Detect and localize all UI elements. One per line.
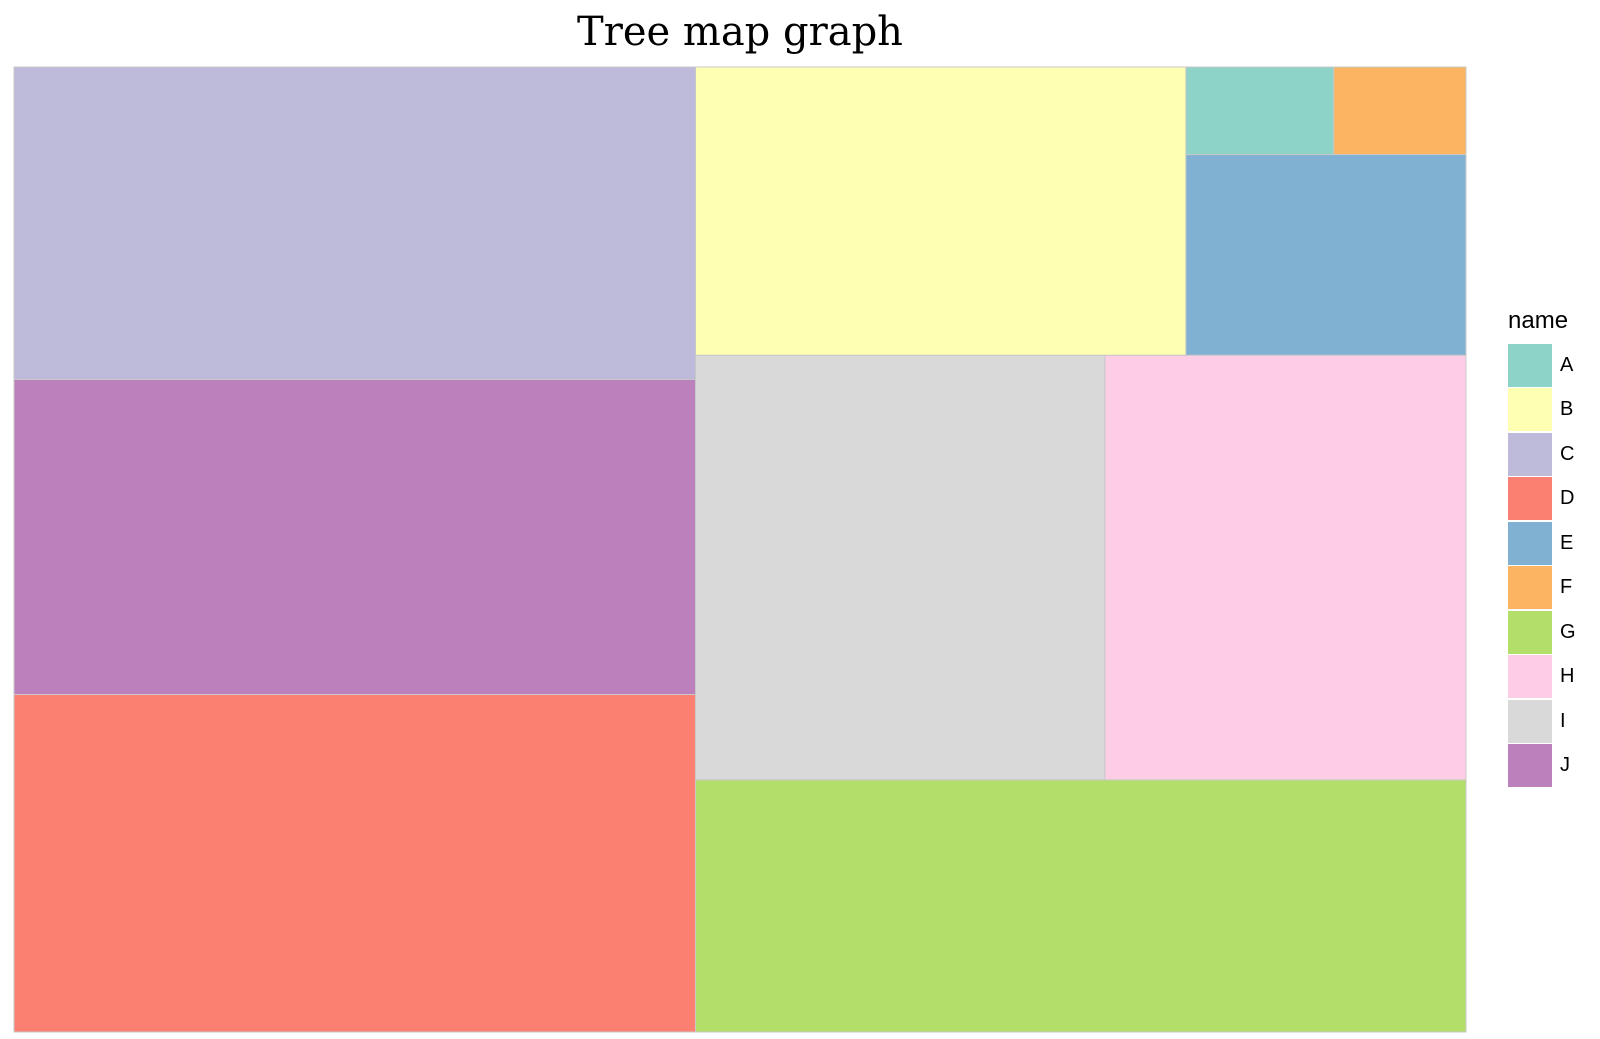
tile-A [1185,66,1335,156]
legend-title: name [1508,307,1569,334]
tile-J [13,379,697,695]
legend-label-E: E [1560,531,1574,554]
legend-label-B: B [1560,398,1574,421]
legend-label-I: I [1560,709,1566,732]
legend-label-F: F [1560,576,1573,599]
legend-item-H: H [1508,655,1576,700]
legend-item-D: D [1508,477,1576,522]
legend-label-H: H [1560,665,1575,688]
legend-swatch-B [1508,388,1552,432]
legend-label-J: J [1560,754,1570,777]
legend-item-E: E [1508,521,1576,566]
tile-B [695,66,1187,356]
legend-item-B: B [1508,388,1576,433]
legend-swatch-D [1508,477,1552,521]
legend-item-I: I [1508,699,1576,744]
legend-swatch-C [1508,432,1552,476]
legend-item-C: C [1508,432,1576,477]
legend-item-F: F [1508,566,1576,611]
legend-label-G: G [1560,620,1576,643]
chart-title: Tree map graph [577,9,903,55]
tile-I [695,354,1106,781]
legend-item-A: A [1508,343,1576,388]
legend-swatch-A [1508,343,1552,387]
legend-label-C: C [1560,442,1575,465]
legend-swatch-E [1508,521,1552,565]
legend-label-A: A [1560,353,1574,376]
legend-label-D: D [1560,487,1575,510]
tile-C [13,66,697,380]
plot-border [13,66,1467,1033]
tile-G [695,779,1467,1033]
legend-swatch-G [1508,610,1552,654]
legend-swatch-F [1508,566,1552,610]
legend-swatch-I [1508,699,1552,743]
tile-E [1185,154,1467,356]
tile-H [1104,354,1467,781]
legend-item-G: G [1508,610,1576,655]
tile-D [13,694,697,1033]
legend-swatch-J [1508,744,1552,788]
legend-item-J: J [1508,744,1576,789]
tile-F [1333,66,1467,156]
legend-swatch-H [1508,655,1552,699]
